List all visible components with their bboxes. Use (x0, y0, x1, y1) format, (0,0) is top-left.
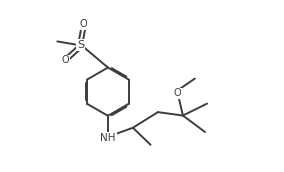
Text: O: O (62, 55, 69, 65)
Text: S: S (77, 40, 85, 50)
Text: NH: NH (100, 133, 116, 143)
Text: O: O (80, 19, 87, 29)
Text: O: O (174, 88, 181, 98)
